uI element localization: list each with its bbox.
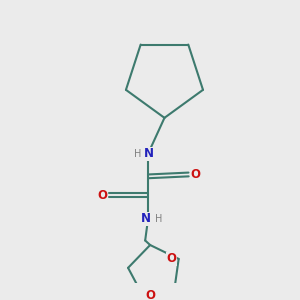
- Text: H: H: [155, 214, 162, 224]
- Text: O: O: [166, 252, 176, 266]
- Text: N: N: [144, 147, 154, 160]
- Text: O: O: [190, 168, 200, 181]
- Text: O: O: [146, 290, 155, 300]
- Text: O: O: [97, 189, 107, 202]
- Text: H: H: [134, 149, 141, 159]
- Text: N: N: [141, 212, 151, 225]
